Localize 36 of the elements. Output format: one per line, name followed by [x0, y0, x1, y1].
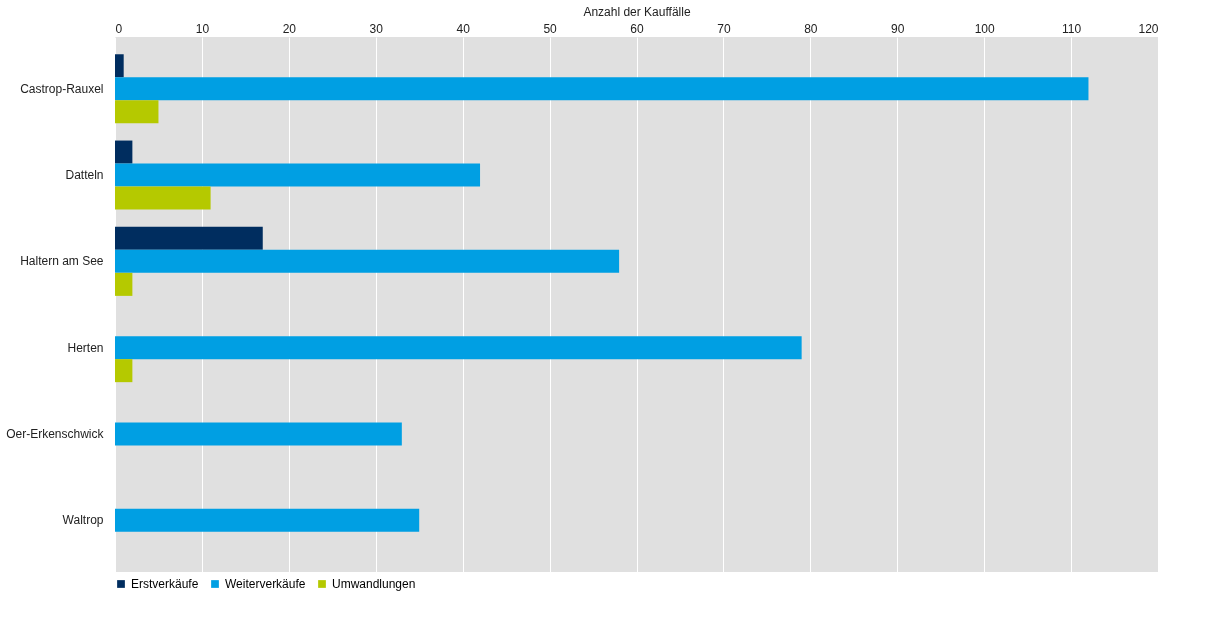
bar [115, 336, 802, 360]
x-tick-label: 0 [115, 21, 123, 36]
bar [115, 359, 133, 383]
bar [115, 77, 1089, 101]
bar [115, 163, 481, 187]
bar [115, 140, 133, 164]
bar [115, 508, 420, 532]
x-tick-label: 30 [369, 21, 384, 36]
y-tick-label: Datteln [65, 168, 104, 183]
x-axis-title: Anzahl der Kauffälle [583, 4, 691, 19]
legend-label: Umwandlungen [332, 577, 416, 591]
x-tick-label: 110 [1062, 21, 1082, 36]
bar [115, 54, 124, 78]
y-tick-label: Haltern am See [20, 254, 104, 269]
x-tick-label: 80 [804, 21, 818, 36]
x-tick-label: 70 [717, 21, 731, 36]
y-tick-label: Waltrop [62, 513, 104, 528]
x-tick-label: 20 [282, 21, 297, 36]
x-tick-label: 10 [195, 21, 210, 36]
y-tick-label: Herten [67, 340, 104, 355]
x-tick-label: 100 [974, 21, 995, 36]
bar [115, 226, 263, 250]
legend-label: Erstverkäufe [131, 577, 199, 591]
x-tick-label: 90 [891, 21, 905, 36]
bar [115, 249, 620, 273]
x-tick-label: 40 [456, 21, 471, 36]
bar [115, 186, 211, 210]
y-tick-label: Oer-Erkenschwick [6, 426, 105, 441]
y-tick-label: Castrop-Rauxel [20, 81, 104, 96]
x-tick-label: 50 [543, 21, 558, 36]
bar [115, 272, 133, 296]
x-tick-label: 60 [630, 21, 644, 36]
legend-label: Weiterverkäufe [225, 577, 306, 591]
bar [115, 100, 159, 124]
x-tick-label: 120 [1138, 21, 1159, 36]
bar [115, 422, 402, 446]
